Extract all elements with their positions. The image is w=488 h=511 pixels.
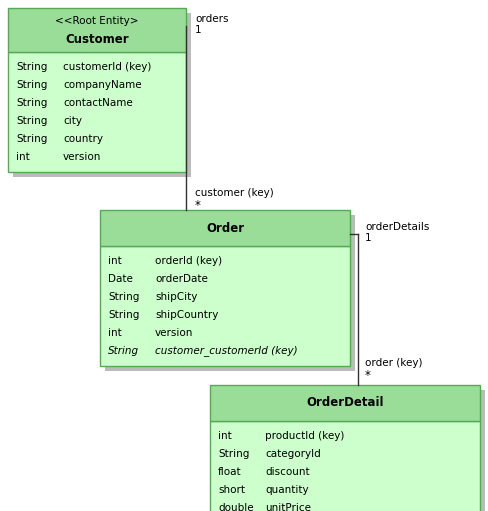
Text: String: String [16, 116, 47, 126]
Text: int: int [108, 256, 122, 266]
Text: double: double [218, 503, 254, 511]
Text: *: * [195, 199, 201, 212]
Text: String: String [16, 134, 47, 144]
Text: Date: Date [108, 274, 133, 284]
Bar [215, 390, 485, 511]
Text: companyName: companyName [63, 80, 142, 90]
Text: categoryId: categoryId [265, 449, 321, 459]
Text: 1: 1 [365, 233, 372, 243]
Text: customer (key): customer (key) [195, 188, 274, 198]
Text: 1: 1 [195, 25, 202, 35]
Text: *: * [365, 369, 371, 382]
Text: orderDetails: orderDetails [365, 222, 429, 232]
Bar [105, 215, 355, 371]
Text: quantity: quantity [265, 485, 308, 495]
Text: OrderDetail: OrderDetail [306, 397, 384, 409]
Bar [210, 385, 480, 421]
Text: String: String [16, 98, 47, 108]
Text: orderId (key): orderId (key) [155, 256, 222, 266]
Text: city: city [63, 116, 82, 126]
Text: int: int [108, 328, 122, 338]
Text: productId (key): productId (key) [265, 431, 345, 441]
Text: discount: discount [265, 467, 309, 477]
Text: orders: orders [195, 14, 228, 24]
Text: customer_customerId (key): customer_customerId (key) [155, 345, 298, 357]
Bar [210, 421, 480, 511]
Text: String: String [16, 62, 47, 72]
Text: int: int [218, 431, 232, 441]
Text: String: String [218, 449, 249, 459]
Text: int: int [16, 152, 30, 162]
Text: orderDate: orderDate [155, 274, 208, 284]
Text: customerId (key): customerId (key) [63, 62, 151, 72]
Text: shipCity: shipCity [155, 292, 197, 302]
Text: shipCountry: shipCountry [155, 310, 218, 320]
Bar [100, 210, 350, 246]
Text: contactName: contactName [63, 98, 133, 108]
Text: String: String [108, 292, 140, 302]
Text: Order: Order [206, 221, 244, 235]
Bar [8, 8, 186, 52]
Bar [13, 13, 191, 177]
Text: float: float [218, 467, 242, 477]
Text: <<Root Entity>: <<Root Entity> [55, 16, 139, 26]
Bar [8, 52, 186, 172]
Text: version: version [63, 152, 102, 162]
Text: String: String [108, 310, 140, 320]
Text: String: String [108, 346, 139, 356]
Text: short: short [218, 485, 245, 495]
Text: unitPrice: unitPrice [265, 503, 311, 511]
Bar [100, 246, 350, 366]
Text: Customer: Customer [65, 33, 129, 46]
Text: String: String [16, 80, 47, 90]
Text: country: country [63, 134, 103, 144]
Text: version: version [155, 328, 193, 338]
Text: order (key): order (key) [365, 358, 423, 368]
